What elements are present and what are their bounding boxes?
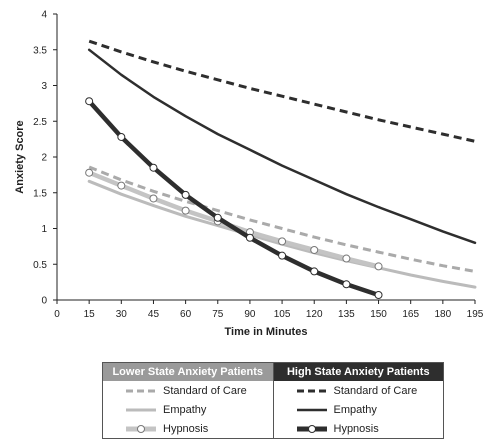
x-tick-label: 45 xyxy=(148,309,160,320)
y-tick-label: 4 xyxy=(41,10,47,21)
legend-row-standard-of-care: Standard of Care Standard of Care xyxy=(103,381,443,400)
legend-row-hypnosis: Hypnosis Hypnosis xyxy=(103,419,443,438)
plot-area: 0 0.5 1 1.5 2 2.5 3 3.5 4 0 15 30 45 60 75 90 105 120 135 1… xyxy=(14,10,484,339)
data-point-marker xyxy=(278,237,287,246)
data-point-marker xyxy=(245,233,254,242)
marker-line-swatch-icon xyxy=(126,424,156,433)
legend-group-lower: Lower State Anxiety Patients xyxy=(103,363,273,381)
x-tick-label: 105 xyxy=(274,309,291,320)
series-line-high-hypnosis xyxy=(86,98,381,298)
x-tick-label: 120 xyxy=(306,309,323,320)
data-point-marker xyxy=(85,97,94,106)
line-chart: 0 0.5 1 1.5 2 2.5 3 3.5 4 0 15 30 45 60 75 90 105 120 135 1… xyxy=(14,10,484,339)
legend-item-high-standard: Standard of Care xyxy=(272,381,444,400)
legend-row-empathy: Empathy Empathy xyxy=(103,400,443,419)
legend-label: Standard of Care xyxy=(163,384,247,397)
data-point-marker xyxy=(278,251,287,260)
series-line-high-empathy xyxy=(87,48,477,245)
x-tick-label: 0 xyxy=(54,309,60,320)
y-tick-label: 3 xyxy=(41,81,47,92)
x-tick-label: 15 xyxy=(84,309,96,320)
x-tick-label: 30 xyxy=(116,309,128,320)
solid-line-swatch-icon xyxy=(296,408,327,411)
data-point-marker xyxy=(342,280,351,289)
data-point-marker xyxy=(149,163,158,172)
x-tick-label: 195 xyxy=(467,309,484,320)
data-point-marker xyxy=(149,194,158,203)
data-point-marker xyxy=(374,262,383,271)
data-point-marker xyxy=(374,290,383,299)
legend-item-lower-empathy: Empathy xyxy=(103,400,273,419)
x-axis-title: Time in Minutes xyxy=(225,326,308,338)
x-tick-label: 135 xyxy=(338,309,355,320)
data-point-marker xyxy=(117,132,126,141)
x-tick-label: 150 xyxy=(370,309,387,320)
x-tick-label: 75 xyxy=(212,309,224,320)
x-tick-label: 60 xyxy=(180,309,192,320)
legend-label: Hypnosis xyxy=(163,422,209,435)
legend-item-lower-standard: Standard of Care xyxy=(103,381,273,400)
legend-item-high-empathy: Empathy xyxy=(272,400,444,419)
y-tick-label: 3.5 xyxy=(33,45,47,56)
dashed-line-swatch-icon xyxy=(296,389,327,392)
series-line-lower-standard-of-care xyxy=(88,165,476,273)
data-point-marker xyxy=(310,267,319,276)
y-tick-label: 0.5 xyxy=(33,260,47,271)
y-axis-title: Anxiety Score xyxy=(14,120,26,193)
legend-item-lower-hypnosis: Hypnosis xyxy=(103,419,273,438)
y-tick-label: 1 xyxy=(41,224,47,235)
legend-label: Standard of Care xyxy=(333,384,418,397)
x-tick-label: 90 xyxy=(244,309,256,320)
series-line-high-standard-of-care xyxy=(88,39,476,143)
legend: Lower State Anxiety Patients High State … xyxy=(102,362,444,439)
data-point-marker xyxy=(213,213,222,222)
x-tick-label: 180 xyxy=(435,309,452,320)
legend-group-high: High State Anxiety Patients xyxy=(272,363,443,381)
legend-header: Lower State Anxiety Patients High State … xyxy=(103,363,443,381)
legend-label: Empathy xyxy=(333,403,377,416)
legend-label: Hypnosis xyxy=(333,422,379,435)
data-point-marker xyxy=(342,254,351,263)
series-line-lower-hypnosis xyxy=(86,170,381,269)
solid-line-swatch-icon xyxy=(126,408,156,411)
data-point-marker xyxy=(117,181,126,190)
data-point-marker xyxy=(181,206,190,215)
dashed-line-swatch-icon xyxy=(126,389,156,392)
y-tick-label: 2.5 xyxy=(33,117,47,128)
legend-label: Empathy xyxy=(163,403,207,416)
marker-line-swatch-icon xyxy=(296,424,327,433)
data-point-marker xyxy=(181,190,190,199)
x-tick-label: 165 xyxy=(402,309,419,320)
data-point-marker xyxy=(85,168,94,177)
legend-item-high-hypnosis: Hypnosis xyxy=(272,419,444,438)
data-point-marker xyxy=(310,245,319,254)
y-tick-label: 2 xyxy=(41,153,47,164)
y-tick-label: 0 xyxy=(41,296,47,307)
y-tick-label: 1.5 xyxy=(33,188,47,199)
